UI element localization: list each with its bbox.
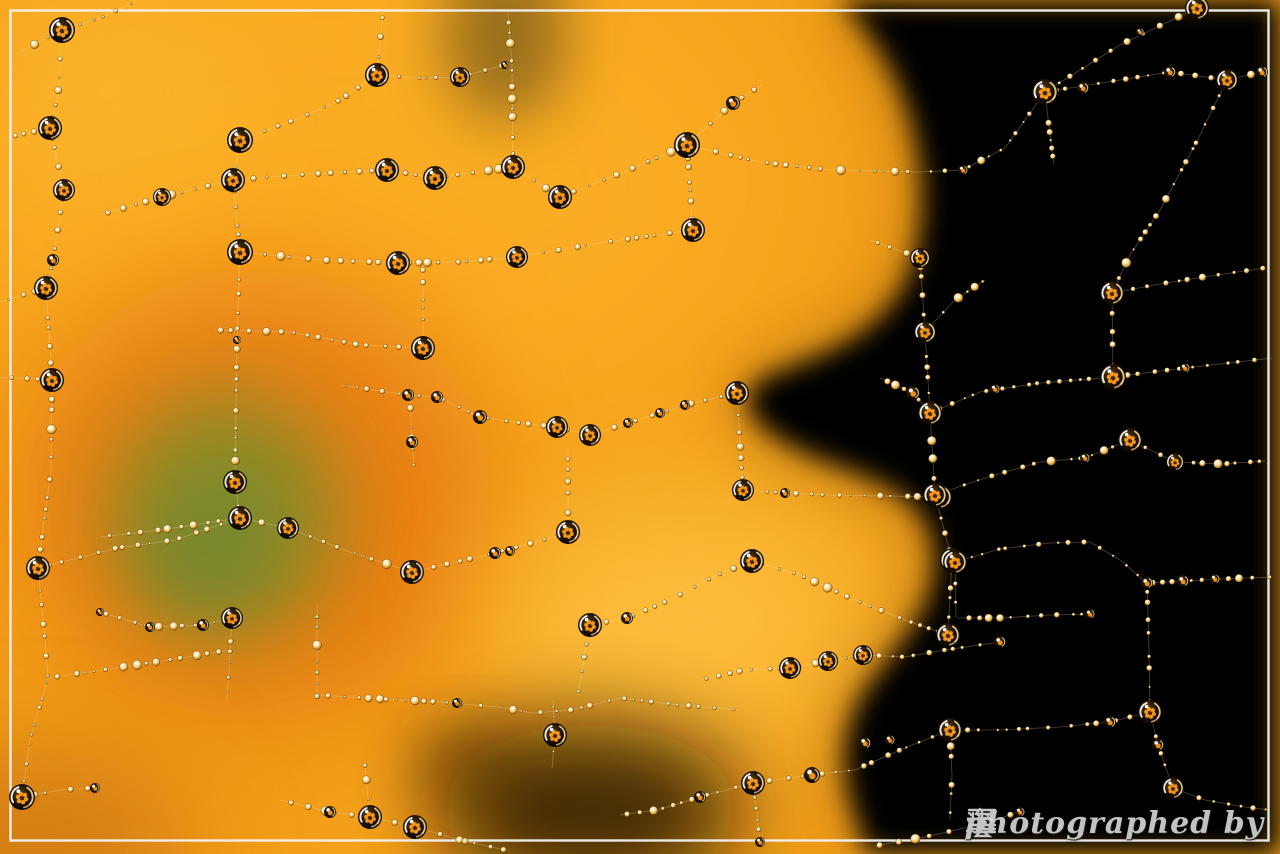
corner-glow [0, 0, 250, 200]
top-dark-smudge [443, 0, 567, 120]
photo-border-frame [9, 9, 1270, 842]
bottom-left-shadow [0, 750, 200, 854]
dark-background [410, 0, 1280, 854]
kanji-hai-icon [966, 807, 997, 834]
watermark: photographed by [964, 806, 1264, 841]
black-region [747, 0, 1280, 854]
watermark-latin-text: photographed by [964, 806, 1264, 841]
petal-tip-glow [485, 490, 875, 750]
bottom-center-shadow-soft [410, 722, 530, 802]
